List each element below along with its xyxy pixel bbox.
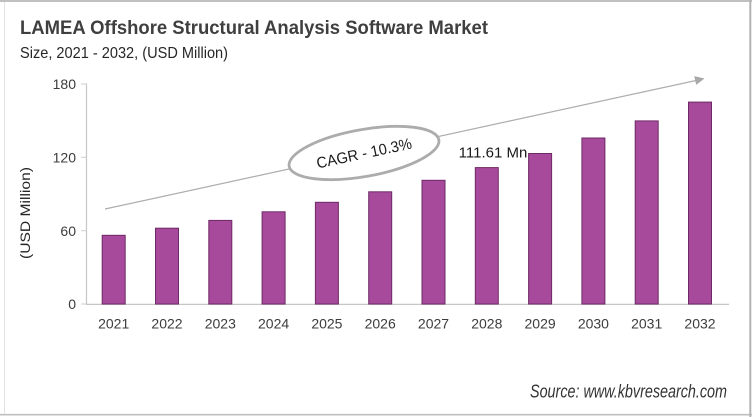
svg-text:120: 120	[53, 149, 77, 165]
svg-text:Size, 2021 - 2032, (USD Millio: Size, 2021 - 2032, (USD Million)	[20, 45, 228, 62]
svg-text:2026: 2026	[365, 316, 396, 332]
svg-text:2032: 2032	[684, 316, 715, 332]
svg-text:2022: 2022	[151, 316, 182, 332]
svg-text:2031: 2031	[631, 316, 662, 332]
svg-text:0: 0	[68, 296, 76, 312]
svg-text:111.61 Mn: 111.61 Mn	[459, 144, 528, 161]
svg-text:2021: 2021	[98, 316, 129, 332]
svg-text:2030: 2030	[578, 316, 609, 332]
svg-text:60: 60	[60, 223, 76, 239]
svg-text:(USD Million): (USD Million)	[18, 167, 33, 259]
svg-text:LAMEA Offshore Structural Anal: LAMEA Offshore Structural Analysis Softw…	[20, 18, 489, 39]
svg-text:2027: 2027	[418, 316, 449, 332]
svg-text:2024: 2024	[258, 316, 289, 332]
svg-text:2025: 2025	[311, 316, 342, 332]
svg-text:2023: 2023	[205, 316, 236, 332]
svg-text:2028: 2028	[471, 316, 502, 332]
svg-text:2029: 2029	[525, 316, 556, 332]
svg-text:180: 180	[53, 76, 77, 92]
svg-text:Source: www.kbvresearch.com: Source: www.kbvresearch.com	[530, 382, 727, 402]
